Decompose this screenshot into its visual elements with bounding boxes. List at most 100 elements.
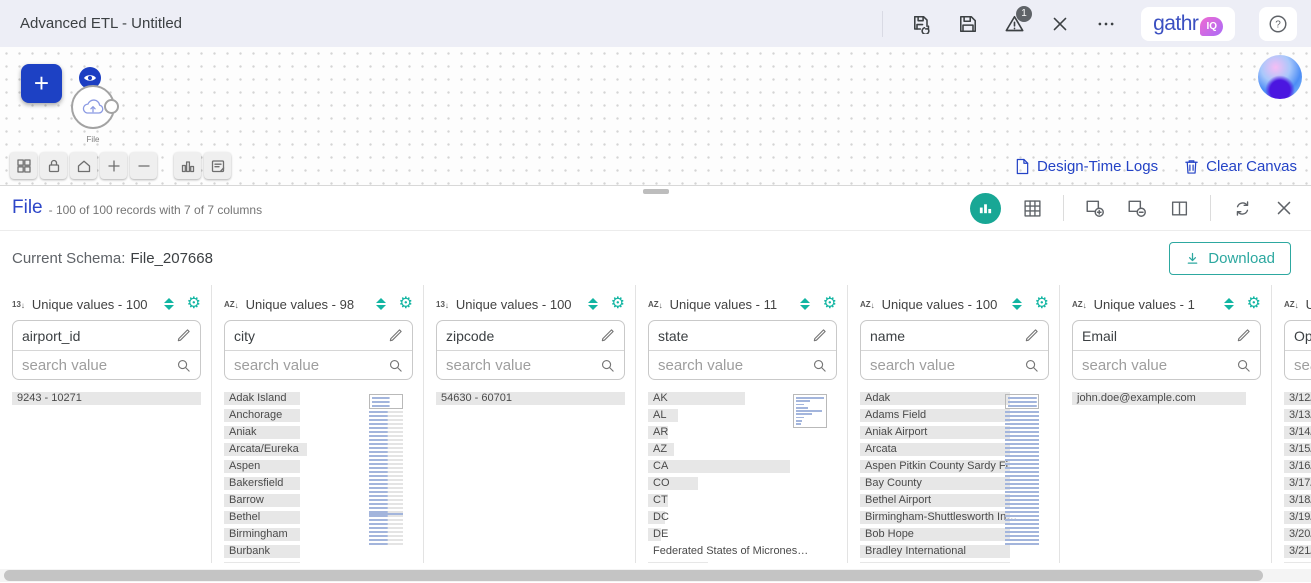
scrollbar-thumb[interactable] — [4, 570, 1263, 581]
table-view-button[interactable] — [1021, 197, 1043, 219]
value-row[interactable]: 3/18/2 — [1284, 494, 1311, 507]
gathr-logo[interactable]: gathr IQ — [1141, 6, 1235, 41]
zoom-in-icon[interactable] — [100, 152, 127, 179]
expand-panel-button[interactable] — [1084, 197, 1106, 219]
download-button[interactable]: Download — [1169, 241, 1291, 275]
value-row[interactable]: 3/16/2 — [1284, 460, 1311, 473]
value-row[interactable]: Arcata/Eureka — [224, 443, 413, 456]
value-row[interactable]: 3/17/2 — [1284, 477, 1311, 490]
edit-icon[interactable] — [1024, 328, 1039, 343]
lock-icon[interactable] — [40, 152, 67, 179]
search-row[interactable]: search value — [861, 350, 1048, 379]
value-row[interactable]: Aspen Pitkin County Sardy Fi… — [860, 460, 1049, 473]
value-row[interactable]: Barrow — [224, 494, 413, 507]
distribution-histogram[interactable] — [369, 394, 403, 547]
save-icon[interactable] — [957, 13, 979, 35]
field-name-row[interactable]: Opera — [1285, 321, 1311, 350]
sort-values-icon[interactable] — [799, 298, 810, 310]
value-row[interactable]: Aspen — [224, 460, 413, 473]
value-row[interactable]: Bradley International — [860, 545, 1049, 558]
search-icon[interactable] — [812, 358, 827, 373]
pipeline-canvas[interactable]: + File Design-Time Logs Clear Canvas — [0, 47, 1311, 186]
search-icon[interactable] — [388, 358, 403, 373]
column-settings-icon[interactable]: ⚙ — [610, 295, 625, 312]
help-button[interactable]: ? — [1259, 6, 1297, 41]
value-row[interactable]: john.doe@example.com — [1072, 392, 1261, 405]
overview-grid-icon[interactable] — [10, 152, 37, 179]
home-icon[interactable] — [70, 152, 97, 179]
value-row[interactable]: 3/20/2 — [1284, 528, 1311, 541]
value-row[interactable]: Fairbanks — [224, 562, 413, 563]
value-row[interactable]: Birmingham-Shuttlesworth In… — [860, 511, 1049, 524]
column-settings-icon[interactable]: ⚙ — [398, 295, 413, 312]
value-row[interactable]: 3/12/2 — [1284, 392, 1311, 405]
field-name-row[interactable]: zipcode — [437, 321, 624, 350]
value-row[interactable]: AR — [648, 426, 837, 439]
search-value-input[interactable]: search value — [234, 356, 320, 374]
close-icon[interactable] — [1049, 13, 1071, 35]
ai-assistant-orb[interactable] — [1258, 55, 1302, 99]
notes-icon[interactable] — [204, 152, 231, 179]
value-row[interactable]: Bakersfield — [224, 477, 413, 490]
value-row[interactable]: Bethel Airport — [860, 494, 1049, 507]
value-row[interactable]: AL — [648, 409, 837, 422]
search-value-input[interactable]: search value — [1294, 356, 1311, 374]
value-row[interactable]: 3/21/2 — [1284, 545, 1311, 558]
value-row[interactable]: Anchorage — [224, 409, 413, 422]
edit-icon[interactable] — [600, 328, 615, 343]
field-name-input[interactable]: state — [658, 327, 689, 344]
value-row[interactable]: 3/15/2 — [1284, 443, 1311, 456]
panel-drag-handle[interactable] — [642, 189, 669, 194]
search-icon[interactable] — [600, 358, 615, 373]
search-row[interactable]: search value — [437, 350, 624, 379]
column-settings-icon[interactable]: ⚙ — [1034, 295, 1049, 312]
value-row[interactable]: AK — [648, 392, 837, 405]
search-row[interactable]: search value — [13, 350, 200, 379]
sort-values-icon[interactable] — [163, 298, 174, 310]
value-row[interactable]: 3/22/2 — [1284, 562, 1311, 563]
value-row[interactable]: 9243 - 10271 — [12, 392, 201, 405]
edit-icon[interactable] — [388, 328, 403, 343]
distribution-histogram[interactable] — [793, 394, 827, 428]
field-name-row[interactable]: name — [861, 321, 1048, 350]
value-row[interactable]: Aniak — [224, 426, 413, 439]
edit-icon[interactable] — [1236, 328, 1251, 343]
value-row[interactable]: Burbank — [224, 545, 413, 558]
refresh-button[interactable] — [1231, 197, 1253, 219]
search-row[interactable]: search value — [1285, 350, 1311, 379]
sort-values-icon[interactable] — [1223, 298, 1234, 310]
clear-canvas-link[interactable]: Clear Canvas — [1184, 158, 1297, 175]
value-row[interactable]: 3/19/2 — [1284, 511, 1311, 524]
design-time-logs-link[interactable]: Design-Time Logs — [1015, 158, 1158, 175]
sort-values-icon[interactable] — [587, 298, 598, 310]
add-component-button[interactable]: + — [21, 64, 62, 103]
value-row[interactable]: 3/14/2 — [1284, 426, 1311, 439]
search-value-input[interactable]: search value — [446, 356, 532, 374]
value-row[interactable]: Bethel — [224, 511, 413, 524]
search-icon[interactable] — [1024, 358, 1039, 373]
collapse-panel-button[interactable] — [1126, 197, 1148, 219]
edit-icon[interactable] — [812, 328, 827, 343]
save-as-icon[interactable] — [911, 13, 933, 35]
value-row[interactable]: Federated States of Micrones… — [648, 545, 837, 558]
value-row[interactable]: FL — [648, 562, 837, 563]
search-value-input[interactable]: search value — [22, 356, 108, 374]
value-row[interactable]: DC — [648, 511, 837, 524]
field-name-input[interactable]: name — [870, 327, 906, 344]
search-icon[interactable] — [176, 358, 191, 373]
errors-warning-icon[interactable]: 1 — [1003, 5, 1033, 35]
horizontal-scrollbar[interactable] — [0, 569, 1311, 582]
search-row[interactable]: search value — [225, 350, 412, 379]
value-row[interactable]: Arcata — [860, 443, 1049, 456]
inspect-eye-icon[interactable] — [79, 67, 101, 89]
column-settings-icon[interactable]: ⚙ — [822, 295, 837, 312]
node-output-port[interactable] — [104, 99, 119, 114]
search-value-input[interactable]: search value — [658, 356, 744, 374]
sort-values-icon[interactable] — [375, 298, 386, 310]
zoom-out-icon[interactable] — [130, 152, 157, 179]
value-row[interactable]: Adams Field — [860, 409, 1049, 422]
field-name-input[interactable]: Opera — [1294, 327, 1311, 344]
field-name-input[interactable]: city — [234, 327, 255, 344]
split-view-button[interactable] — [1168, 197, 1190, 219]
summary-view-button[interactable] — [970, 192, 1001, 224]
